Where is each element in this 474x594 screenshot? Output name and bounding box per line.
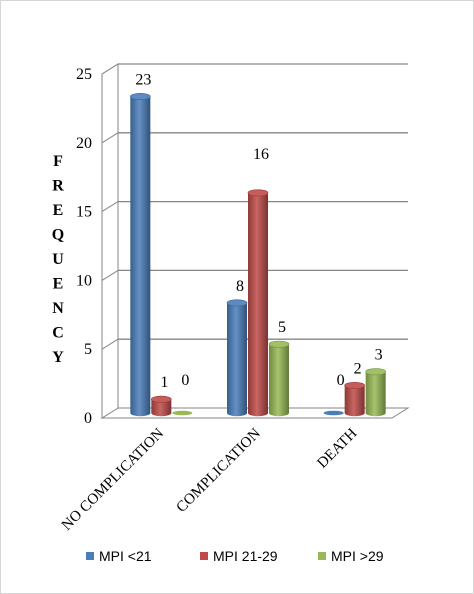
bar-mpi-29-complication — [268, 340, 290, 417]
y-tick-label: 20 — [76, 135, 92, 152]
bar-top — [365, 368, 386, 376]
legend-swatch — [200, 552, 208, 560]
bar-body — [269, 344, 289, 417]
legend-swatch — [318, 552, 326, 560]
gridline-side — [101, 338, 119, 350]
gridline-side — [101, 201, 119, 213]
legend-item-mpi-21-29: MPI 21-29 — [200, 548, 278, 564]
x-axis-categories: NO COMPLICATION COMPLICATION DEATH — [59, 425, 361, 533]
bar-mpi-21-no-complication — [130, 93, 151, 417]
bar-top — [268, 340, 290, 348]
plot-side-wall — [101, 63, 119, 419]
y-axis-label-letter: U — [52, 251, 64, 268]
legend-label: MPI <21 — [99, 548, 152, 564]
data-label: 1 — [160, 374, 168, 391]
bar-body — [227, 302, 247, 417]
y-axis-label-letter: Q — [52, 227, 64, 244]
bar-mpi-29-no-complication — [172, 410, 193, 416]
y-tick-label: 10 — [76, 272, 92, 289]
y-axis-ticks: 0 5 10 15 20 25 — [76, 66, 92, 427]
legend-label: MPI 21-29 — [213, 548, 278, 564]
bar-base — [172, 410, 193, 416]
bar-top — [130, 93, 151, 101]
x-category-label: DEATH — [314, 425, 360, 471]
bar-body — [248, 192, 268, 417]
bar-mpi-21-29-no-complication — [151, 395, 172, 417]
data-label: 2 — [354, 360, 362, 377]
y-tick-label: 25 — [76, 66, 92, 83]
y-tick-label: 5 — [84, 341, 92, 358]
bar-mpi-21-complication — [226, 299, 248, 417]
y-axis-label-letter: Y — [52, 349, 64, 366]
legend: MPI <21 MPI 21-29 MPI >29 — [86, 548, 384, 564]
bar-body — [365, 371, 386, 417]
bar-mpi-21-29-complication — [247, 189, 269, 417]
bar-body — [151, 399, 172, 417]
bar-top — [247, 189, 269, 197]
legend-label: MPI >29 — [331, 548, 384, 564]
bar-top — [151, 395, 172, 403]
gridline-side — [101, 63, 119, 75]
y-axis-label-letter: R — [52, 178, 64, 195]
y-axis-label-letter: E — [53, 276, 64, 293]
bar-top — [226, 299, 248, 307]
data-label: 0 — [337, 372, 345, 389]
bar-top — [344, 381, 365, 389]
gridline-side — [101, 269, 119, 281]
legend-item-mpi-21: MPI <21 — [86, 548, 152, 564]
bar-body — [130, 96, 151, 417]
x-category-label: NO COMPLICATION — [59, 425, 167, 533]
y-axis-label-letter: E — [53, 202, 64, 219]
data-label: 5 — [278, 319, 286, 336]
y-tick-label: 0 — [84, 410, 92, 427]
bar-mpi-29-death — [365, 368, 386, 417]
y-axis-label-letter: C — [52, 325, 64, 342]
y-axis-label-letter: F — [53, 153, 63, 170]
bar-body — [344, 385, 365, 417]
data-label: 8 — [236, 278, 244, 295]
legend-item-mpi-29: MPI >29 — [318, 548, 384, 564]
bars — [130, 93, 386, 417]
bar-base — [323, 410, 344, 416]
data-label: 3 — [375, 347, 383, 364]
x-category-label: COMPLICATION — [174, 425, 264, 515]
bar-mpi-21-death — [323, 410, 344, 416]
data-label: 16 — [253, 146, 269, 163]
y-axis-label-letter: N — [52, 300, 64, 317]
y-tick-label: 15 — [76, 204, 92, 221]
gridline-side — [101, 132, 119, 144]
data-label: 0 — [181, 372, 189, 389]
data-label: 23 — [135, 72, 151, 89]
legend-swatch — [86, 552, 94, 560]
bar-mpi-21-29-death — [344, 381, 365, 417]
